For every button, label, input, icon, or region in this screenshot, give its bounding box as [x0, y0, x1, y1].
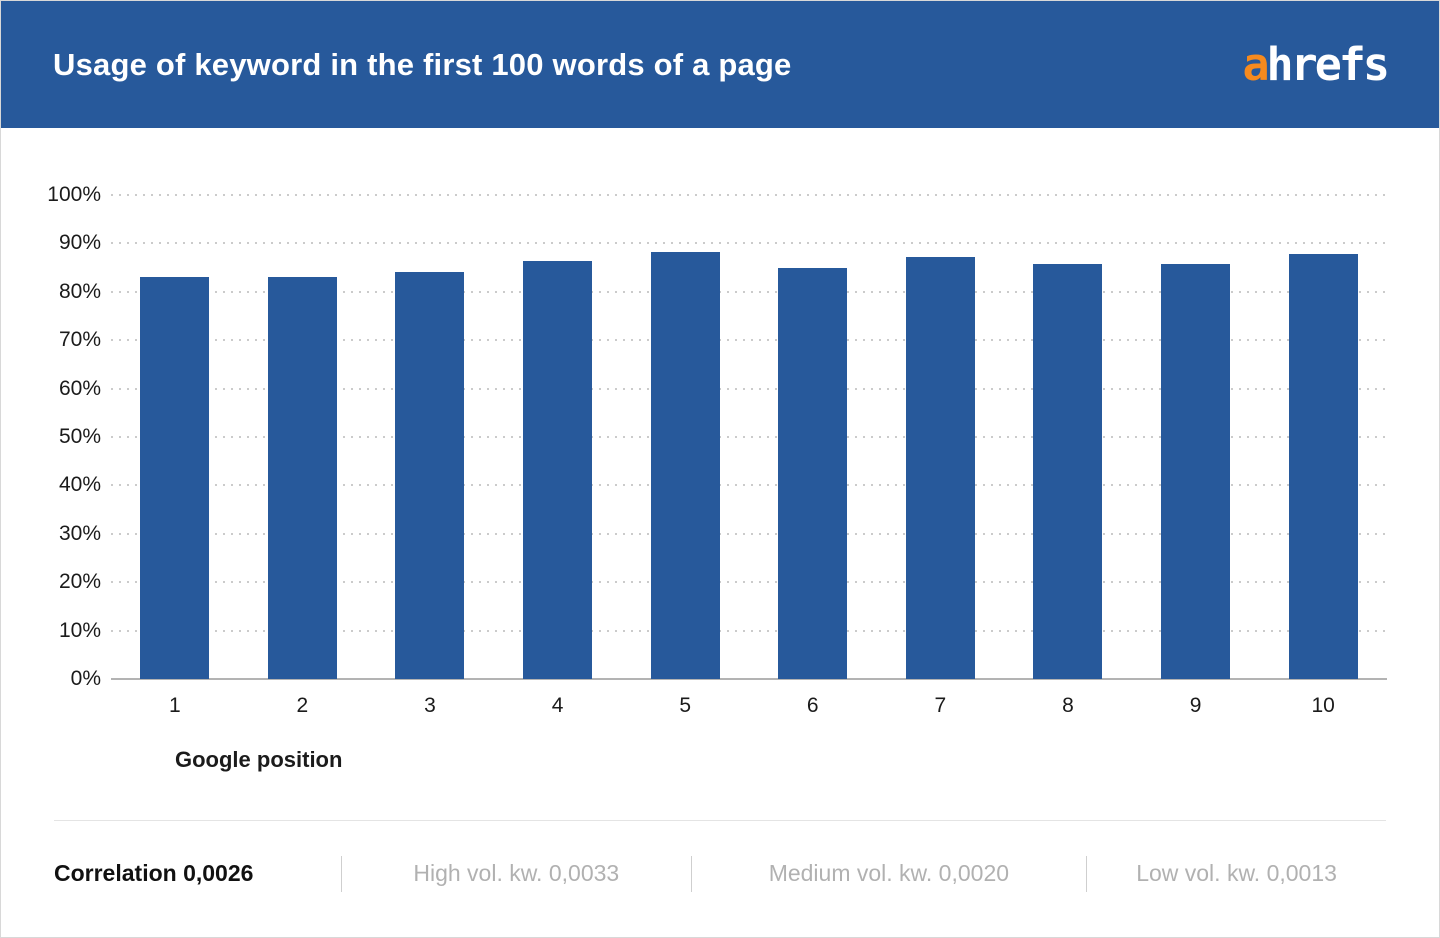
ahrefs-logo-a: a: [1242, 38, 1269, 91]
bar-slot-8: [1004, 195, 1132, 679]
x-tick-label-8: 8: [1062, 694, 1074, 717]
gridline-20: [111, 581, 1387, 584]
ahrefs-logo: ahrefs: [1242, 42, 1390, 87]
bar-position-5: [650, 251, 720, 679]
footer-stat-2: Medium vol. kw. 0,0020: [768, 860, 1010, 886]
gridline-0: [111, 678, 1387, 680]
gridline-60: [111, 387, 1387, 390]
y-tick-label-90: 90%: [58, 231, 101, 255]
footer-stat-0: Correlation 0,0026: [54, 860, 254, 886]
bar-position-9: [1161, 263, 1231, 679]
x-tick-label-4: 4: [551, 694, 564, 717]
gridline-80: [111, 290, 1387, 293]
x-tick-label-3: 3: [424, 694, 436, 717]
gridline-40: [111, 484, 1387, 487]
bar-position-2: [267, 277, 337, 679]
x-axis-labels: 1 2 3 4 5 6 7 8 9 10: [111, 692, 1387, 720]
bar-position-4: [523, 260, 593, 679]
gridline-100: [111, 194, 1387, 196]
x-tick-label-5: 5: [679, 694, 692, 717]
x-tick-label-7: 7: [934, 694, 947, 717]
gridline-90: [111, 242, 1387, 245]
bar-slot-9: [1132, 195, 1260, 679]
gridline-50: [111, 436, 1387, 438]
y-tick-label-70: 70%: [58, 328, 101, 352]
bars-layer: [111, 195, 1387, 679]
x-tick-label-10: 10: [1311, 694, 1335, 717]
bar-position-10: [1288, 253, 1358, 679]
bar-position-3: [395, 272, 465, 679]
y-tick-label-50: 50%: [58, 425, 101, 448]
footer-stat-1: High vol. kw. 0,0033: [413, 860, 620, 886]
header: Usage of keyword in the first 100 words …: [1, 1, 1439, 128]
gridline-30: [111, 532, 1387, 535]
bar-slot-4: [494, 195, 622, 679]
footer-separator-1: [340, 855, 342, 892]
footer: Correlation 0,0026 High vol. kw. 0,0033 Me…: [1, 821, 1439, 926]
y-tick-label-10: 10%: [58, 618, 101, 642]
x-tick-label-6: 6: [806, 694, 819, 717]
ahrefs-logo-text: hrefs: [1266, 38, 1390, 91]
gridline-70: [111, 339, 1387, 342]
y-tick-label-100: 100%: [47, 183, 101, 206]
bar-position-1: [140, 277, 210, 679]
y-tick-label-40: 40%: [58, 473, 101, 497]
footer-separator-2: [690, 855, 692, 892]
gridline-10: [111, 629, 1387, 632]
bar-slot-7: [877, 195, 1005, 679]
y-tick-label-0: 0%: [70, 667, 101, 690]
footer-stat-3: Low vol. kw. 0,0013: [1136, 860, 1337, 886]
y-tick-label-80: 80%: [58, 279, 101, 303]
x-tick-label-1: 1: [168, 694, 181, 717]
footer-separator-3: [1086, 855, 1088, 892]
chart-section: 0% 10% 20% 30% 40% 50% 60% 70% 80% 90% 100% 1 2 3 4 5 6…: [1, 128, 1439, 773]
bar-position-8: [1033, 263, 1103, 679]
x-axis-title: Google position: [175, 747, 343, 772]
page-title: Usage of keyword in the first 100 words …: [53, 46, 792, 82]
bar-slot-10: [1259, 195, 1387, 679]
x-tick-label-9: 9: [1189, 694, 1202, 717]
footer-divider: [54, 820, 1386, 821]
y-tick-label-20: 20%: [58, 570, 101, 594]
bar-slot-5: [621, 195, 749, 679]
bar-slot-1: [111, 195, 239, 679]
bar-slot-3: [366, 195, 494, 679]
bar-slot-6: [749, 195, 877, 679]
x-tick-label-2: 2: [296, 694, 309, 717]
y-tick-label-60: 60%: [58, 376, 101, 400]
bar-slot-2: [239, 195, 367, 679]
bar-position-6: [778, 267, 848, 679]
bar-position-7: [905, 256, 975, 679]
plot-area: 0% 10% 20% 30% 40% 50% 60% 70% 80% 90% 100%: [47, 183, 1387, 690]
y-tick-label-30: 30%: [58, 521, 101, 545]
